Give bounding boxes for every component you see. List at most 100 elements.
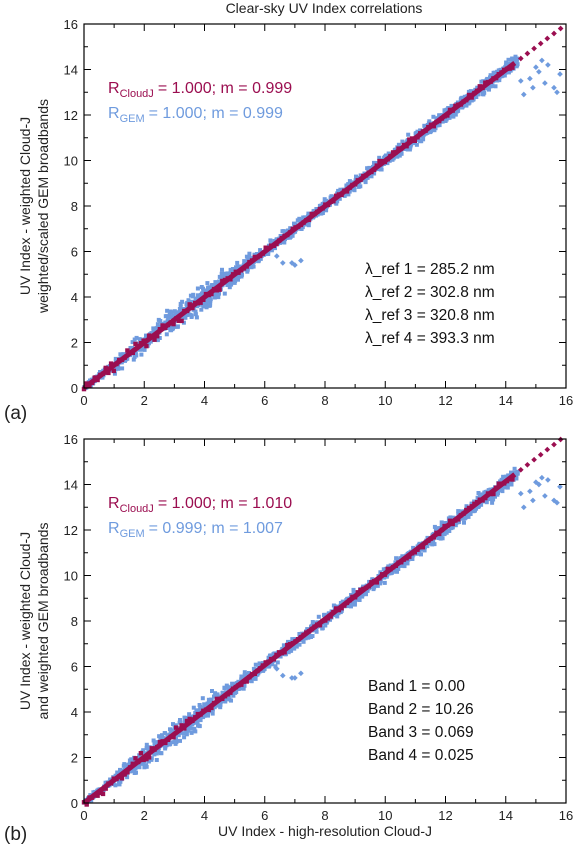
gem-point (206, 285, 211, 290)
gem-point (137, 337, 142, 342)
gem-point (273, 246, 277, 251)
cloudj-point (184, 718, 190, 724)
gem-point (188, 293, 193, 298)
gem-point (378, 579, 383, 584)
gem-point (464, 504, 469, 509)
gem-point (171, 314, 176, 318)
gem-point (129, 757, 134, 762)
y-tick-label: 2 (71, 336, 78, 351)
gem-outlier-point (292, 675, 298, 681)
gem-point (365, 588, 370, 593)
gem-point (167, 312, 172, 317)
gem-point (193, 309, 198, 314)
gem-point (206, 713, 210, 718)
y-tick-label: 8 (71, 614, 78, 629)
gem-point (215, 703, 220, 708)
cloudj-point (133, 756, 138, 761)
series-stat-cloudj: RCloudJ = 1.000; m = 0.999 (108, 80, 292, 100)
gem-outlier-point (551, 84, 557, 91)
gem-point (213, 280, 218, 285)
gem-point (437, 113, 442, 118)
gem-point (217, 291, 221, 296)
gem-point (468, 512, 473, 516)
gem-point (154, 742, 158, 747)
gem-point (217, 279, 222, 284)
x-tick-label: 2 (141, 393, 148, 408)
gem-point (201, 715, 206, 720)
gem-point (336, 188, 341, 193)
gem-point (268, 653, 273, 658)
gem-point (137, 765, 142, 770)
gem-point (165, 319, 170, 324)
y-tick-label: 8 (71, 199, 78, 214)
gem-point (466, 511, 471, 516)
cloudj-point (187, 716, 192, 722)
y-axis-label: UV Index - weighted Cloud-J (17, 117, 33, 295)
gem-point (157, 336, 162, 340)
gem-point (295, 218, 300, 223)
gem-outlier-point (273, 253, 280, 259)
gem-point (181, 320, 186, 325)
stat-subscript: CloudJ (120, 503, 154, 515)
gem-point (188, 726, 193, 731)
y-tick-label: 0 (71, 796, 78, 811)
gem-point (244, 259, 249, 264)
gem-point (309, 635, 313, 639)
gem-point (153, 327, 158, 332)
gem-point (168, 727, 172, 732)
gem-point (454, 109, 459, 114)
gem-point (191, 294, 195, 299)
gem-point (195, 286, 200, 291)
gem-point (493, 84, 498, 89)
gem-point (209, 698, 214, 703)
gem-point (113, 783, 118, 788)
gem-point (351, 591, 356, 596)
gem-point (462, 520, 466, 525)
gem-point (359, 593, 364, 598)
panel-label: (a) (4, 403, 27, 424)
gem-point (225, 684, 230, 689)
gem-point (280, 229, 285, 234)
gem-point (182, 715, 187, 720)
gem-point (164, 332, 169, 337)
gem-point (476, 491, 481, 495)
cloudj-point (111, 368, 116, 374)
gem-point (251, 666, 256, 671)
cloudj-point (146, 755, 152, 760)
gem-point (396, 567, 401, 571)
gem-point (400, 139, 405, 144)
gem-point (186, 298, 191, 303)
gem-outlier-point (536, 481, 542, 488)
gem-point (200, 696, 205, 701)
gem-outlier-point (279, 672, 286, 679)
gem-point (144, 746, 149, 751)
gem-point (449, 526, 454, 531)
gem-point (324, 198, 329, 203)
gem-point (222, 685, 227, 690)
gem-point (493, 494, 497, 499)
gem-point (490, 500, 495, 505)
gem-point (513, 59, 518, 64)
gem-point (192, 726, 197, 731)
gem-point (500, 489, 505, 494)
gem-point (286, 639, 290, 644)
gem-point (514, 476, 519, 481)
gem-point (306, 634, 311, 639)
gem-point (139, 352, 144, 357)
gem-point (351, 587, 356, 592)
gem-outlier-point (533, 64, 539, 71)
gem-point (258, 256, 263, 261)
cloudj-point (557, 25, 564, 32)
gem-point (320, 201, 325, 206)
gem-point (98, 370, 102, 374)
gem-outlier-point (520, 504, 527, 511)
x-axis-label: UV Index - high-resolution Cloud-J (218, 823, 432, 839)
gem-point (168, 740, 173, 745)
cloudj-point (531, 45, 537, 52)
stat-value: = 1.000; m = 0.999 (158, 80, 292, 97)
gem-point (232, 280, 236, 285)
gem-point (233, 690, 238, 695)
x-tick-label: 10 (378, 393, 392, 408)
y-axis-label: UV Index - weighted Cloud-J (17, 532, 33, 710)
